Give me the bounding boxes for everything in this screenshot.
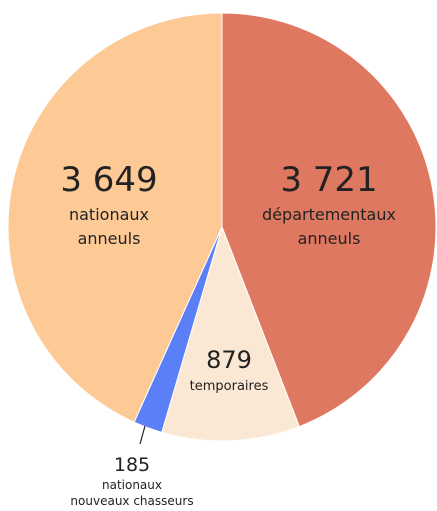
slice-label-temporaires: temporaires [190, 379, 269, 394]
slice-value-temporaires: 879 [206, 346, 252, 374]
slice-value-departementaux: 3 721 [280, 160, 377, 200]
slice-label-nouveaux-chasseurs-line2: nouveaux chasseurs [70, 494, 193, 508]
slice-label-nationaux-anneuls-line2: anneuls [78, 229, 141, 248]
slice-label-departementaux-line2: anneuls [298, 229, 361, 248]
slice-value-nouveaux-chasseurs: 185 [114, 454, 150, 476]
slice-label-nouveaux-chasseurs-line1: nationaux [102, 478, 162, 492]
slice-value-nationaux-anneuls: 3 649 [60, 160, 157, 200]
slice-nationaux-anneuls [7, 12, 223, 423]
slice-temporaires [161, 225, 300, 442]
pie-slices [7, 12, 437, 442]
slice-label-nationaux-anneuls-line1: nationaux [69, 205, 149, 224]
slice-labels: 3 721 départementaux anneuls 3 649 natio… [60, 160, 396, 508]
leader-line-nouveaux-chasseurs [139, 425, 146, 445]
slice-departementaux-anneuls [221, 12, 437, 428]
slice-label-departementaux-line1: départementaux [262, 205, 396, 224]
